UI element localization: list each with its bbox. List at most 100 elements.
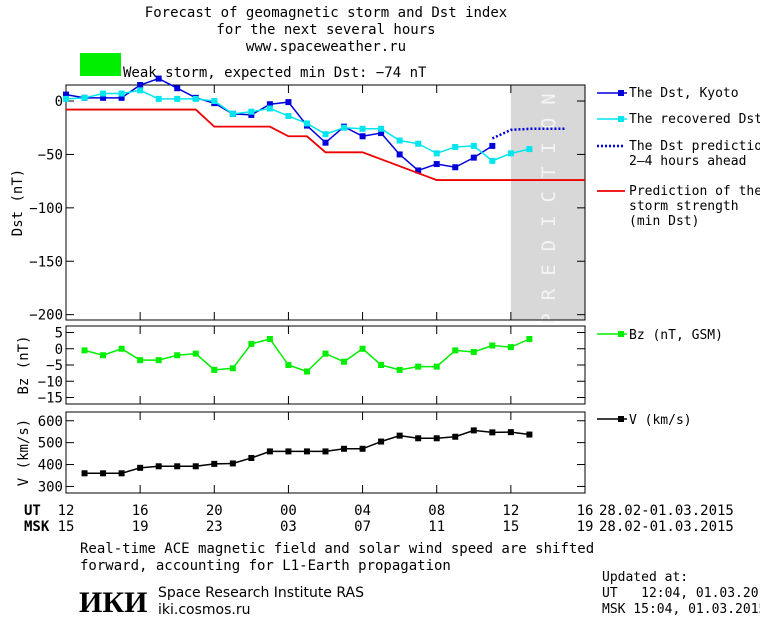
the-dst-kyoto-point (174, 85, 181, 92)
the-recovered-dst-point (285, 112, 292, 119)
v-ytick-label: 600 (38, 414, 63, 430)
dst-frame (65, 84, 586, 321)
v-ylabel: V (km/s) (16, 419, 32, 486)
msk-tick-label: 15 (58, 519, 75, 535)
msk-row-label: MSK (24, 519, 50, 535)
bz-nt-gsm-point (470, 349, 477, 355)
the-recovered-dst-point (452, 143, 459, 150)
the-recovered-dst-point (341, 124, 348, 131)
legend-prediction-label: The Dst prediction (629, 139, 760, 154)
msk-tick-label: 11 (428, 519, 445, 535)
dst-prediction-line (491, 127, 567, 140)
bz-nt-gsm-line (84, 338, 530, 373)
legend-storm-label: (min Dst) (629, 214, 699, 229)
v-km-s-point (489, 429, 496, 436)
the-recovered-dst-point (118, 90, 125, 97)
the-dst-kyoto-point (359, 133, 366, 140)
v-km-s-point (155, 463, 162, 470)
updated-ut: UT 12:04, 01.03.2015 (602, 586, 760, 601)
the-recovered-dst-point (174, 95, 181, 102)
storm-strength-line (66, 108, 585, 181)
v-km-s-point (174, 463, 181, 470)
bz-nt-gsm-point (526, 336, 533, 342)
msk-tick-label: 23 (206, 519, 223, 535)
v-km-s-point (229, 460, 236, 467)
the-dst-kyoto-point (433, 161, 440, 168)
v-km-s-point (266, 448, 273, 455)
storm-label: Weak storm, expected min Dst: −74 nT (123, 65, 427, 81)
bz-nt-gsm-point (359, 345, 366, 352)
bz-nt-gsm-point (100, 352, 107, 359)
ut-tick-label: 04 (354, 503, 371, 519)
the-recovered-dst-point (396, 137, 403, 144)
bz-nt-gsm-point (507, 344, 514, 351)
the-recovered-dst-point (359, 125, 366, 132)
bz-nt-gsm-point (489, 342, 496, 349)
the-recovered-dst-point (81, 94, 88, 101)
ut-row-label: UT (24, 503, 41, 519)
the-recovered-dst-point (229, 110, 236, 117)
bz-nt-gsm-point (211, 366, 218, 373)
legend: The Dst, Kyoto The recovered Dst The Dst p… (597, 86, 760, 428)
bz-nt-gsm-point (322, 350, 329, 357)
legend-recovered-marker (618, 116, 624, 122)
v-km-s-point (452, 433, 459, 440)
ut-tick-label: 12 (502, 503, 519, 519)
legend-prediction-label: 2–4 hours ahead (629, 154, 746, 169)
the-recovered-dst-point (303, 120, 310, 127)
the-dst-kyoto-point (63, 91, 69, 98)
legend-bz-label: Bz (nT, GSM) (629, 328, 723, 343)
prediction-band-label: PREDICTION (538, 80, 560, 324)
v-km-s-point (507, 429, 514, 436)
the-recovered-dst-point (155, 95, 162, 102)
bz-nt-gsm-point (192, 350, 199, 357)
msk-tick-label: 15 (502, 519, 519, 535)
the-dst-kyoto-point (137, 82, 144, 88)
legend-v-marker (618, 416, 624, 422)
dst-ytick-label: −50 (38, 147, 63, 163)
the-dst-kyoto-point (378, 130, 385, 137)
the-recovered-dst-point (192, 95, 199, 102)
bz-nt-gsm-point (137, 357, 144, 364)
prediction-band (510, 85, 585, 320)
speed-panel: 300 400 500 600 V (km/s) (16, 411, 586, 495)
v-km-s-point (470, 427, 477, 434)
ut-date-range: 28.02-01.03.2015 (599, 503, 734, 519)
bz-nt-gsm-point (452, 347, 459, 354)
bz-nt-gsm-point (229, 365, 236, 372)
legend-storm-label: Prediction of the (629, 184, 760, 199)
msk-tick-label: 19 (577, 519, 594, 535)
storm-level-swatch (80, 53, 121, 76)
ut-tick-label: 16 (132, 503, 149, 519)
bz-nt-gsm-point (81, 347, 88, 354)
the-dst-kyoto-point (470, 154, 477, 161)
the-dst-kyoto-point (396, 151, 403, 158)
bz-ytick-label: 5 (55, 326, 63, 342)
the-recovered-dst-point (137, 87, 144, 94)
msk-tick-label: 19 (132, 519, 149, 535)
v-km-s-point (378, 438, 385, 445)
msk-date-range: 28.02-01.03.2015 (599, 519, 734, 535)
the-dst-kyoto-point (248, 111, 255, 118)
legend-kyoto-label: The Dst, Kyoto (629, 86, 739, 101)
bz-nt-gsm-point (378, 362, 385, 368)
v-ytick-label: 400 (38, 458, 63, 474)
v-km-s-point (341, 445, 348, 452)
legend-v-label: V (km/s) (629, 413, 692, 428)
ut-tick-label: 12 (58, 503, 75, 519)
v-km-s-point (100, 470, 107, 477)
bz-nt-gsm-point (155, 357, 162, 364)
the-recovered-dst-point (100, 90, 107, 97)
the-recovered-dst-point (433, 150, 440, 157)
bz-ytick-label: −5 (46, 358, 63, 374)
msk-tick-label: 03 (280, 519, 297, 535)
bz-nt-gsm-point (118, 345, 125, 352)
footnote-line1: Real-time ACE magnetic field and solar w… (80, 541, 594, 557)
v-km-s-point (433, 435, 440, 442)
v-km-s-point (359, 445, 366, 452)
the-dst-kyoto-point (285, 99, 292, 106)
the-recovered-dst-point (378, 125, 385, 132)
v-frame (65, 411, 586, 494)
dst-panel: PREDICTION 0 −50 −100 −150 −200 Dst (nT) (10, 75, 586, 325)
